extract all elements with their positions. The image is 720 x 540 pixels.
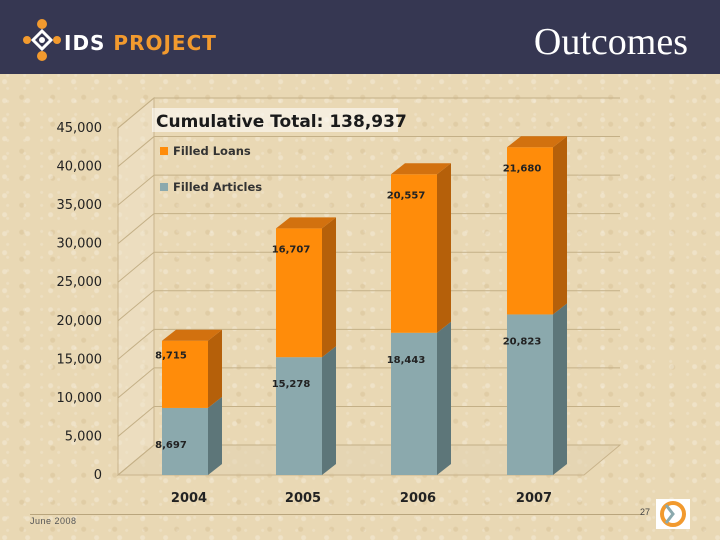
logo-project-text: PROJECT [113,31,217,55]
gridline [117,213,620,245]
legend-label: Filled Loans [173,144,251,158]
logo-ids-text: IDS [64,31,106,55]
gridline [117,367,620,399]
legend-swatch [160,147,168,155]
bar-segment [507,147,553,315]
bar-side [553,136,567,315]
y-tick-label: 40,000 [57,160,103,175]
x-tick-label: 2007 [516,491,552,506]
y-tick-label: 45,000 [57,121,103,136]
bar-top [162,329,222,341]
bar-side [208,329,222,408]
x-tick-label: 2005 [285,491,321,506]
gridline [117,444,620,476]
bar-segment [276,228,322,358]
data-label: 15,278 [272,379,311,390]
y-tick-label: 25,000 [57,275,103,290]
legend-swatch [160,183,168,191]
y-tick-label: 35,000 [57,198,103,213]
logo-wordmark: IDS PROJECT [64,31,217,55]
data-label: 8,715 [155,351,187,362]
gridline [117,174,620,206]
y-tick-label: 20,000 [57,314,103,329]
data-label: 16,707 [272,244,311,255]
bar-side [322,346,336,475]
x-tick-label: 2004 [171,491,207,506]
bar-side [208,396,222,475]
chart-side-wall [117,96,155,477]
header-bar: IDS PROJECT Outcomes [0,0,720,74]
y-tick-label: 10,000 [57,391,103,406]
bar-segment [162,340,208,408]
ids-logo-icon [23,19,61,61]
data-label: 8,697 [155,440,187,451]
footer-date: June 2008 [30,516,77,526]
bar-segment [276,357,322,475]
bar-segment [162,407,208,475]
data-label: 21,680 [503,163,542,174]
gridline [117,290,620,322]
stacked-bar-chart: 0 5,000 10,000 15,000 20,000 25,000 30,000 35,0… [57,96,622,506]
bar-side [322,217,336,358]
data-label: 20,557 [387,190,426,201]
y-tick-label: 5,000 [65,429,102,444]
bar-segment [391,332,437,475]
bar-side [437,163,451,333]
bar-top [391,163,451,175]
corner-logo-icon [656,499,690,529]
y-tick-label: 0 [94,468,102,483]
chart-title-box [152,108,398,132]
data-label: 18,443 [387,355,426,366]
gridline [117,136,620,167]
page-number: 27 [640,507,651,517]
bar-top [507,136,567,148]
bar-top [276,217,336,229]
gridline [117,405,620,437]
x-tick-label: 2006 [400,491,436,506]
legend-label: Filled Articles [173,180,262,194]
footer-divider [30,514,642,515]
bar-side [437,321,451,475]
gridline [117,97,620,129]
bar-side [553,303,567,475]
bar-segment [391,174,437,333]
data-label: 20,823 [503,336,542,347]
page-title: Outcomes [533,21,688,63]
y-tick-label: 15,000 [57,352,103,367]
y-tick-label: 30,000 [57,237,103,252]
chart-title: Cumulative Total: 138,937 [156,112,407,132]
gridline [117,328,620,360]
bar-segment [507,314,553,475]
gridline [117,251,620,283]
